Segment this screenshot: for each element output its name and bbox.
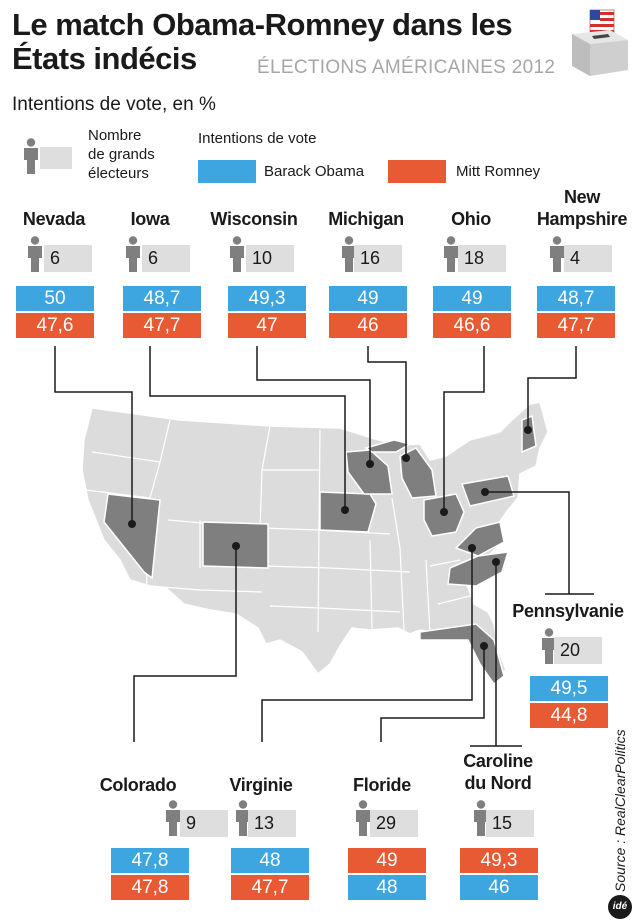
- romney-value-pennsylvania: 44,8: [530, 703, 608, 728]
- state-name-wisconsin: Wisconsin: [210, 209, 298, 229]
- obama-legend-label: Barack Obama: [264, 163, 365, 180]
- state-name-florida: Floride: [353, 775, 411, 795]
- leader-lines: [54, 346, 594, 747]
- obama-value-ohio: 49: [433, 286, 511, 311]
- electors-pennsylvania: 20: [554, 637, 602, 664]
- romney-value-virginia: 47,7: [231, 875, 309, 900]
- elector-legend-line-1: Nombre: [88, 127, 142, 144]
- person-icon-north-carolina: [474, 800, 488, 836]
- obama-value-colorado: 47,8: [111, 848, 189, 873]
- obama-value-virginia: 48: [231, 848, 309, 873]
- romney-value-iowa: 47,7: [123, 313, 201, 338]
- electors-ohio: 18: [458, 245, 506, 272]
- marker-ohio: [440, 508, 448, 516]
- person-icon-wisconsin: [230, 236, 244, 272]
- elector-legend-line-2: de grands: [88, 146, 155, 163]
- person-icon-virginia: [236, 800, 250, 836]
- person-icon-pennsylvania: [542, 628, 556, 664]
- state-markers: [128, 426, 532, 650]
- romney-value-new-hampshire: 47,7: [537, 313, 615, 338]
- vote-legend-title: Intentions de vote: [198, 130, 317, 147]
- electors-nevada: 6: [44, 245, 92, 272]
- ballot-box-icon: [572, 9, 628, 76]
- unit-label: Intentions de vote, en %: [12, 94, 216, 115]
- person-icon-nevada: [28, 236, 42, 272]
- person-icon-iowa: [126, 236, 140, 272]
- obama-value-iowa: 48,7: [123, 286, 201, 311]
- state-name-iowa: Iowa: [130, 209, 170, 229]
- state-name-north-carolina-line-1: Caroline: [463, 751, 533, 771]
- romney-swatch: [388, 160, 446, 183]
- romney-value-north-carolina: 49,3: [460, 848, 538, 873]
- marker-iowa: [341, 506, 349, 514]
- electors-new-hampshire: 4: [564, 245, 612, 272]
- state-borders: [85, 419, 471, 635]
- state-shape-florida: [419, 623, 505, 686]
- electors-florida: 29: [370, 810, 418, 837]
- source-note: Source : RealClearPolitics: [612, 729, 628, 892]
- marker-pennsylvania: [481, 488, 489, 496]
- state-shape-nevada: [103, 493, 161, 580]
- state-name-new-hampshire-line-2: Hampshire: [536, 209, 628, 229]
- subtitle: ÉLECTIONS AMÉRICAINES 2012: [257, 57, 556, 78]
- elector-legend-box: [40, 147, 72, 169]
- marker-nevada: [128, 520, 136, 528]
- marker-florida: [480, 642, 488, 650]
- electors-virginia: 13: [248, 810, 296, 837]
- obama-value-new-hampshire: 48,7: [537, 286, 615, 311]
- publisher-logo: idé: [608, 895, 632, 919]
- person-icon-florida: [356, 800, 370, 836]
- person-icon-michigan: [342, 236, 356, 272]
- page-title: Le match Obama-Romney dans les États ind…: [12, 7, 513, 76]
- romney-value-ohio: 46,6: [433, 313, 511, 338]
- state-name-north-carolina-line-2: du Nord: [464, 773, 532, 793]
- romney-legend-label: Mitt Romney: [456, 163, 541, 180]
- electors-colorado: 9: [180, 810, 228, 837]
- state-shape-virginia: [454, 521, 505, 557]
- elector-legend-line-3: électeurs: [88, 165, 149, 182]
- state-name-michigan: Michigan: [328, 209, 404, 229]
- obama-value-nevada: 50: [16, 286, 94, 311]
- title-line-2: États indécis: [12, 41, 197, 76]
- state-name-colorado: Colorado: [99, 775, 177, 795]
- state-name-nevada: Nevada: [22, 209, 86, 229]
- romney-value-nevada: 47,6: [16, 313, 94, 338]
- romney-value-wisconsin: 47: [228, 313, 306, 338]
- marker-colorado: [232, 542, 240, 550]
- state-name-ohio: Ohio: [451, 209, 491, 229]
- romney-value-michigan: 46: [329, 313, 407, 338]
- obama-swatch: [198, 160, 256, 183]
- obama-value-wisconsin: 49,3: [228, 286, 306, 311]
- marker-michigan: [402, 454, 410, 462]
- obama-value-pennsylvania: 49,5: [530, 676, 608, 701]
- romney-value-colorado: 47,8: [111, 875, 189, 900]
- title-line-1: Le match Obama-Romney dans les: [12, 7, 513, 42]
- person-icon-ohio: [444, 236, 458, 272]
- state-name-pennsylvania: Pennsylvanie: [512, 601, 624, 621]
- marker-virginia: [468, 544, 476, 552]
- marker-wisconsin: [366, 460, 374, 468]
- romney-value-florida: 49: [348, 848, 426, 873]
- electors-iowa: 6: [142, 245, 190, 272]
- elector-legend-text: Nombre de grands électeurs: [88, 126, 155, 183]
- obama-value-florida: 48: [348, 875, 426, 900]
- elector-legend-icon: [24, 138, 38, 174]
- state-shape-michigan-up: [364, 439, 412, 453]
- obama-value-north-carolina: 46: [460, 875, 538, 900]
- marker-new-hampshire: [524, 426, 532, 434]
- state-name-north-carolina: Caroline du Nord: [448, 750, 548, 794]
- state-name-new-hampshire: New Hampshire: [530, 186, 634, 230]
- person-icon-colorado: [166, 800, 180, 836]
- person-icon-new-hampshire: [550, 236, 564, 272]
- state-name-new-hampshire-line-1: New: [563, 187, 601, 207]
- marker-north-carolina: [492, 558, 500, 566]
- state-name-virginia: Virginie: [229, 775, 293, 795]
- electors-wisconsin: 10: [246, 245, 294, 272]
- electors-north-carolina: 15: [486, 810, 534, 837]
- obama-value-michigan: 49: [329, 286, 407, 311]
- electors-michigan: 16: [354, 245, 402, 272]
